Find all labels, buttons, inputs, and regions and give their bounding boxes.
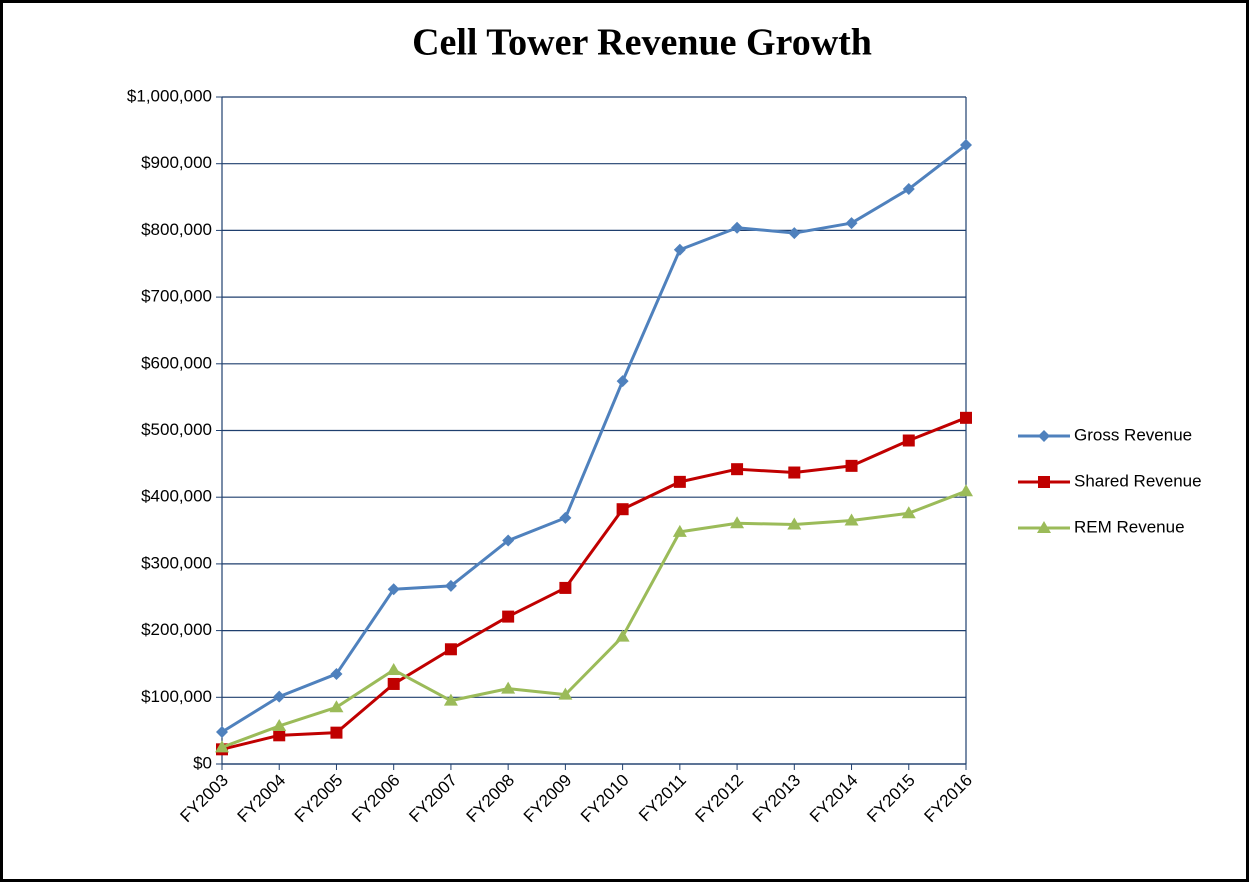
y-tick-label: $400,000 (141, 487, 212, 506)
data-point (444, 579, 457, 592)
legend-marker (1038, 430, 1050, 442)
data-point (616, 503, 629, 516)
legend-label: Shared Revenue (1074, 471, 1202, 490)
data-point (273, 690, 286, 703)
data-point (329, 700, 344, 713)
data-point (330, 726, 343, 739)
data-point (444, 643, 457, 656)
data-point (960, 139, 972, 152)
y-tick-label: $200,000 (141, 620, 212, 639)
legend-label: Gross Revenue (1074, 425, 1192, 444)
data-point (787, 517, 802, 530)
data-point (731, 221, 744, 234)
data-point (730, 516, 745, 529)
data-point (502, 534, 515, 547)
y-tick-label: $700,000 (141, 287, 212, 306)
data-point (788, 466, 801, 479)
data-point (845, 459, 858, 472)
data-point (673, 243, 686, 256)
data-point (559, 581, 572, 594)
data-point (615, 629, 630, 642)
data-point (844, 513, 859, 526)
data-point (960, 411, 972, 424)
y-tick-label: $900,000 (141, 153, 212, 172)
series-line (221, 416, 967, 751)
data-point (901, 506, 916, 519)
data-point (272, 718, 287, 731)
data-point (845, 217, 858, 230)
y-tick-label: $300,000 (141, 553, 212, 572)
legend-label: REM Revenue (1074, 517, 1185, 536)
data-point (616, 375, 629, 388)
y-tick-label: $1,000,000 (127, 86, 212, 105)
series-line (221, 489, 967, 749)
y-tick-label: $0 (193, 753, 212, 772)
data-point (387, 583, 400, 596)
data-point (559, 511, 572, 524)
data-point (216, 725, 228, 738)
data-point (672, 524, 687, 537)
y-tick-label: $600,000 (141, 353, 212, 372)
series-line (221, 143, 967, 734)
data-point (502, 610, 515, 623)
data-point (273, 729, 286, 742)
data-point (386, 662, 401, 675)
data-point (902, 434, 915, 447)
y-tick-label: $100,000 (141, 687, 212, 706)
y-tick-label: $500,000 (141, 420, 212, 439)
data-point (215, 740, 229, 753)
data-point (959, 484, 973, 497)
chart-title: Cell Tower Revenue Growth (412, 22, 872, 64)
legend-marker (1037, 521, 1051, 533)
data-point (330, 667, 343, 680)
data-point (902, 183, 915, 196)
legend-marker (1038, 476, 1050, 488)
data-point (443, 693, 458, 706)
y-tick-label: $800,000 (141, 220, 212, 239)
data-point (501, 681, 516, 694)
data-point (558, 687, 573, 700)
data-point (673, 475, 686, 488)
data-point (788, 227, 801, 240)
data-point (387, 677, 400, 690)
data-point (731, 463, 744, 476)
